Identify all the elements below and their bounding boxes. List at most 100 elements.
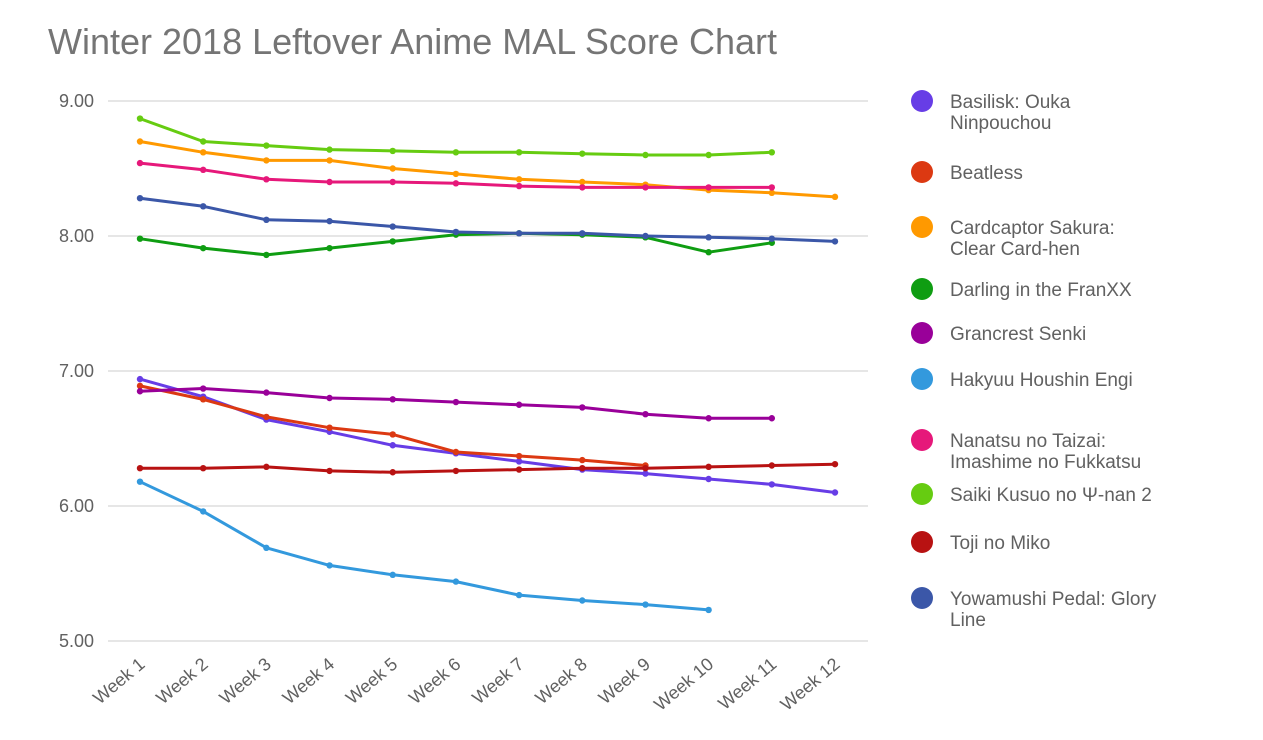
data-point [515,230,523,237]
data-point [452,398,460,406]
data-point [579,178,586,186]
data-point [263,216,270,223]
data-point [642,184,649,191]
legend-swatch [911,429,933,451]
grid-layer [108,100,868,642]
data-point [263,251,270,259]
data-point [263,413,270,421]
x-tick-label: Week 11 [714,654,780,714]
data-point [705,249,712,256]
data-point [136,465,144,472]
series-7 [136,115,776,159]
data-point [263,176,270,183]
chart-title: Winter 2018 Leftover Anime MAL Score Cha… [48,21,777,62]
data-point [831,489,839,496]
data-point [389,223,396,230]
x-tick-label: Week 4 [279,654,338,708]
data-point [579,465,586,472]
x-tick-label: Week 2 [152,654,211,708]
series-line [138,480,711,612]
legend-item: Grancrest Senki [911,322,1086,345]
legend-label: Clear Card-hen [950,239,1080,260]
data-point [136,159,144,167]
legend-item: Saiki Kusuo no Ψ-nan 2 [911,483,1152,506]
x-tick-label: Week 10 [650,654,717,715]
data-point [705,151,712,159]
data-point [199,244,207,252]
series-line [138,462,837,474]
legend-label: Line [950,610,986,631]
data-point [326,424,333,431]
data-point [389,396,396,403]
x-tick-label: Week 8 [531,654,590,708]
legend-item: Hakyuu Houshin Engi [911,368,1133,391]
series-line [138,140,837,199]
data-point [199,166,207,174]
data-point [831,238,839,245]
data-point [199,385,207,392]
data-point [452,448,460,456]
legend-swatch [911,278,933,300]
data-point [389,442,396,449]
series-layer [136,115,839,614]
y-tick-label: 9.00 [59,91,94,111]
data-point [389,238,396,245]
series-4 [136,385,776,422]
data-point [515,458,523,465]
data-point [705,463,712,471]
series-8 [136,460,839,476]
data-point [263,157,270,164]
legend-swatch [911,587,933,609]
data-point [768,189,776,196]
data-point [389,469,396,476]
data-point [452,467,460,475]
data-point [326,217,333,225]
data-point [642,232,649,240]
data-point [452,149,460,156]
legend-label: Darling in the FranXX [950,280,1132,301]
data-point [452,228,460,236]
data-point [705,415,712,422]
data-point [136,375,144,383]
data-point [199,149,207,156]
legend-swatch [911,368,933,390]
legend-swatch [911,322,933,344]
data-point [642,151,649,159]
y-axis-ticks: 9.00 8.00 7.00 6.00 5.00 [59,91,94,651]
data-point [326,394,333,402]
data-point [199,138,207,145]
series-5 [136,478,712,614]
data-point [263,544,270,552]
series-9 [136,195,839,245]
legend-label: Nanatsu no Taizai: [950,431,1106,452]
data-point [136,382,144,390]
legend-label: Beatless [950,163,1023,184]
data-point [389,178,396,186]
data-point [136,388,144,395]
series-1 [136,382,649,469]
data-point [515,452,523,460]
legend-item: Nanatsu no Taizai:Imashime no Fukkatsu [911,429,1141,473]
data-point [136,235,144,242]
data-point [579,184,586,191]
data-point [705,475,712,483]
data-point [389,147,396,155]
data-point [263,142,270,149]
series-line [138,377,837,494]
data-point [452,578,460,585]
legend-label: Cardcaptor Sakura: [950,218,1115,239]
data-point [389,431,396,438]
data-point [515,182,523,190]
data-point [768,415,776,422]
series-2 [136,138,839,201]
x-tick-label: Week 9 [595,654,654,708]
data-point [136,138,144,145]
data-point [389,571,396,579]
series-6 [136,159,776,191]
legend-item: Cardcaptor Sakura:Clear Card-hen [911,216,1115,260]
data-point [452,180,460,187]
data-point [136,478,144,485]
legend-label: Imashime no Fukkatsu [950,452,1141,473]
